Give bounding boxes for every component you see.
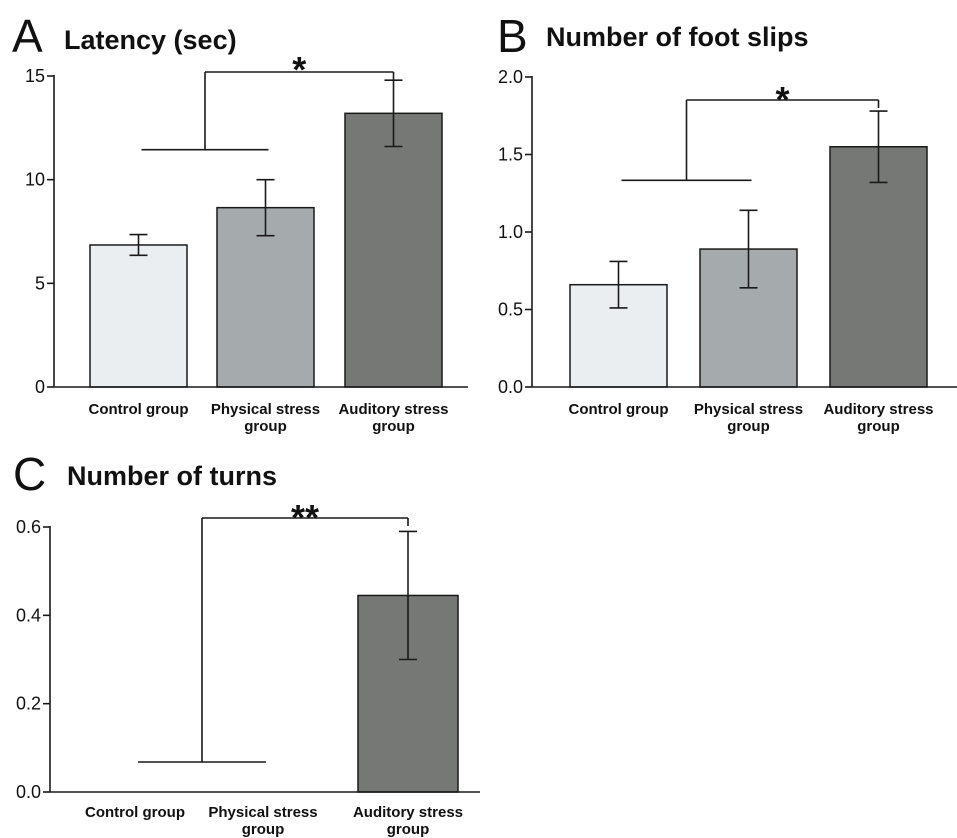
bar-physical: [216, 206, 315, 388]
y-tick-label: 10: [25, 170, 45, 190]
significance-bracket: [138, 517, 409, 763]
panel-title: Number of turns: [67, 461, 277, 491]
panel-title: Number of foot slips: [546, 22, 809, 52]
error-bar-auditory: [399, 530, 417, 661]
significance-label: *: [775, 79, 789, 120]
bar-control: [89, 244, 188, 388]
panel-letter: A: [12, 10, 43, 62]
y-tick-label: 1.5: [498, 145, 523, 165]
x-tick-label: Auditory stress group: [353, 804, 463, 838]
x-tick-label: Control group: [569, 401, 669, 418]
panel-title: Latency (sec): [64, 25, 237, 55]
y-tick-label: 2.0: [498, 67, 523, 87]
bar-auditory: [829, 146, 928, 388]
y-tick-label: 1.0: [498, 222, 523, 242]
y-tick-label: 5: [35, 273, 45, 293]
panel-letter: B: [497, 10, 528, 62]
y-tick-label: 0.6: [16, 517, 41, 537]
x-tick-label: Physical stress group: [211, 401, 320, 435]
y-tick-label: 0: [35, 377, 45, 397]
x-tick-label: Auditory stress group: [338, 401, 448, 435]
x-tick-label: Control group: [85, 804, 185, 821]
y-tick-label: 0.4: [16, 605, 41, 625]
error-bar-physical: [739, 209, 758, 289]
significance-label: **: [291, 497, 319, 538]
error-bar-control: [129, 233, 148, 257]
error-bar-auditory: [384, 79, 403, 148]
significance-bracket: [141, 71, 395, 151]
y-tick-label: 0.0: [16, 782, 41, 802]
y-tick-label: 15: [25, 66, 45, 86]
error-bar-auditory: [869, 110, 888, 184]
panel-b: B Number of foot slips 0.0 0.5 1.0 1.5 2.0 Co…: [497, 10, 957, 435]
bar-auditory: [344, 112, 443, 388]
panel-letter: C: [13, 448, 46, 500]
error-bar-control: [609, 260, 628, 309]
y-tick-label: 0.2: [16, 694, 41, 714]
significance-bracket: [621, 99, 880, 182]
panel-a: A Latency (sec) 0 5 10 15 Control group Physi…: [12, 10, 468, 435]
y-tick-label: 0.5: [498, 300, 523, 320]
x-tick-label: Auditory stress group: [823, 401, 933, 435]
y-tick-label: 0.0: [498, 377, 523, 397]
x-tick-label: Physical stress group: [694, 401, 803, 435]
panel-c: C Number of turns 0.0 0.2 0.4 0.6 Control gr…: [13, 448, 480, 838]
x-tick-label: Physical stress group: [208, 804, 317, 838]
error-bar-physical: [256, 178, 275, 237]
x-tick-label: Control group: [89, 401, 189, 418]
significance-label: *: [292, 49, 306, 90]
